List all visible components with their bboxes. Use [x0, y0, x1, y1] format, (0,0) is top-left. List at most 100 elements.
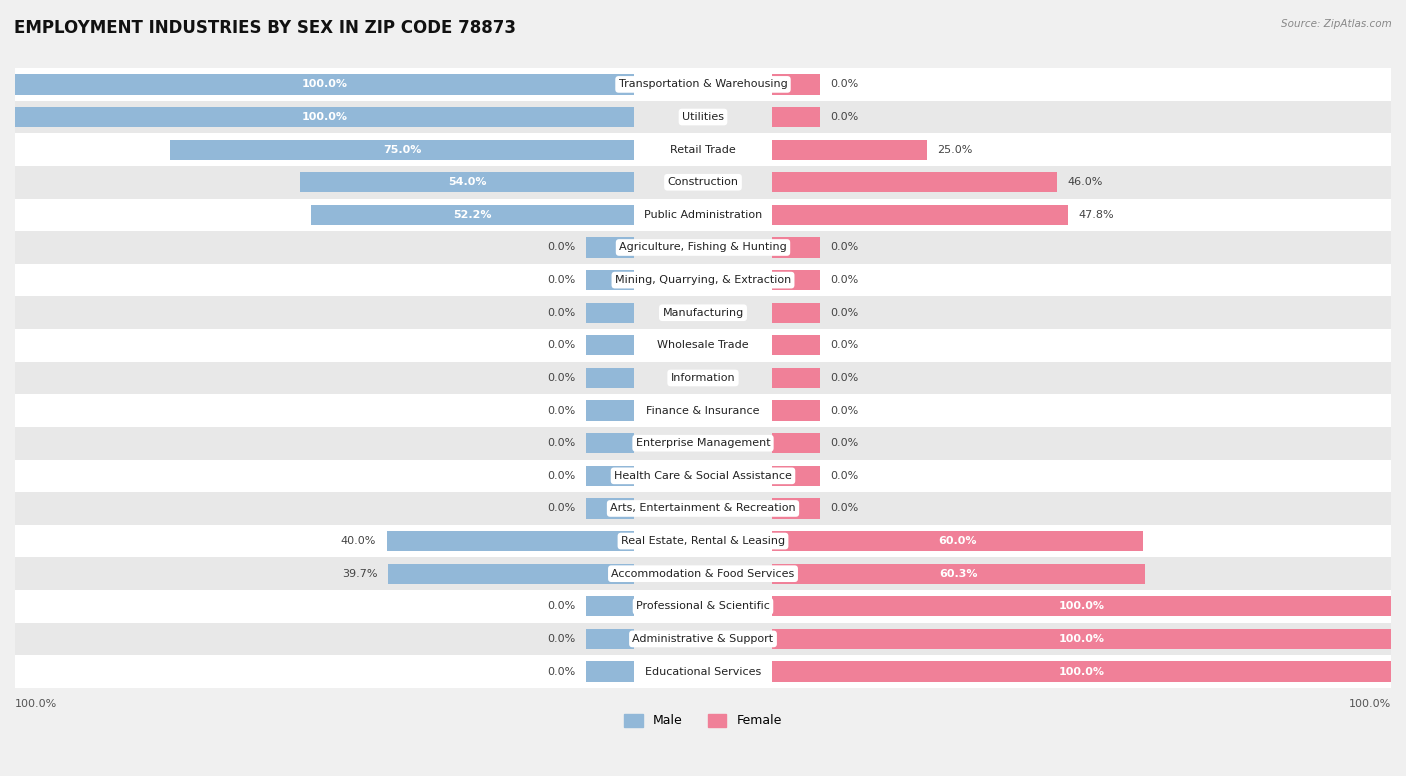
Text: Agriculture, Fishing & Hunting: Agriculture, Fishing & Hunting [619, 242, 787, 252]
Text: 100.0%: 100.0% [1348, 699, 1391, 709]
Text: Utilities: Utilities [682, 112, 724, 122]
Text: 0.0%: 0.0% [831, 341, 859, 350]
Bar [772, 400, 820, 421]
Text: Educational Services: Educational Services [645, 667, 761, 677]
Text: 0.0%: 0.0% [547, 438, 575, 449]
Text: EMPLOYMENT INDUSTRIES BY SEX IN ZIP CODE 78873: EMPLOYMENT INDUSTRIES BY SEX IN ZIP CODE… [14, 19, 516, 37]
Bar [15, 264, 1391, 296]
Bar [586, 237, 634, 258]
Text: Construction: Construction [668, 177, 738, 187]
Text: Accommodation & Food Services: Accommodation & Food Services [612, 569, 794, 579]
Bar [586, 498, 634, 518]
Bar [15, 133, 1391, 166]
Text: 0.0%: 0.0% [547, 634, 575, 644]
Bar [772, 596, 1391, 616]
Legend: Male, Female: Male, Female [619, 708, 787, 733]
Text: 54.0%: 54.0% [447, 177, 486, 187]
Text: 0.0%: 0.0% [547, 373, 575, 383]
Bar [586, 596, 634, 616]
Bar [15, 296, 1391, 329]
Bar [15, 427, 1391, 459]
Text: 0.0%: 0.0% [831, 471, 859, 481]
Bar [772, 172, 1057, 192]
Bar [772, 563, 1144, 584]
Text: Source: ZipAtlas.com: Source: ZipAtlas.com [1281, 19, 1392, 29]
Bar [299, 172, 634, 192]
Text: Manufacturing: Manufacturing [662, 308, 744, 317]
Bar [772, 335, 820, 355]
Text: 100.0%: 100.0% [1059, 601, 1104, 611]
Text: 0.0%: 0.0% [547, 471, 575, 481]
Bar [772, 140, 927, 160]
Bar [772, 368, 820, 388]
Text: Health Care & Social Assistance: Health Care & Social Assistance [614, 471, 792, 481]
Text: Retail Trade: Retail Trade [671, 144, 735, 154]
Bar [15, 394, 1391, 427]
Bar [586, 400, 634, 421]
Text: 52.2%: 52.2% [453, 210, 492, 220]
Text: 39.7%: 39.7% [343, 569, 378, 579]
Text: 0.0%: 0.0% [831, 504, 859, 514]
Text: Public Administration: Public Administration [644, 210, 762, 220]
Text: 0.0%: 0.0% [547, 242, 575, 252]
Text: 0.0%: 0.0% [547, 504, 575, 514]
Text: 0.0%: 0.0% [547, 667, 575, 677]
Bar [15, 655, 1391, 688]
Text: 0.0%: 0.0% [831, 406, 859, 416]
Bar [772, 629, 1391, 649]
Bar [772, 531, 1143, 551]
Bar [586, 433, 634, 453]
Bar [311, 205, 634, 225]
Text: Administrative & Support: Administrative & Support [633, 634, 773, 644]
Bar [586, 270, 634, 290]
Text: 100.0%: 100.0% [1059, 667, 1104, 677]
Text: 60.0%: 60.0% [938, 536, 977, 546]
Bar [170, 140, 634, 160]
Text: 0.0%: 0.0% [547, 601, 575, 611]
Text: Professional & Scientific: Professional & Scientific [636, 601, 770, 611]
Bar [586, 629, 634, 649]
Bar [772, 661, 1391, 681]
Bar [586, 466, 634, 486]
Text: 0.0%: 0.0% [547, 341, 575, 350]
Bar [15, 590, 1391, 622]
Bar [15, 107, 634, 127]
Bar [15, 231, 1391, 264]
Bar [15, 74, 634, 95]
Text: 46.0%: 46.0% [1067, 177, 1102, 187]
Text: 0.0%: 0.0% [831, 373, 859, 383]
Bar [586, 661, 634, 681]
Bar [772, 205, 1067, 225]
Bar [15, 101, 1391, 133]
Bar [388, 563, 634, 584]
Text: 0.0%: 0.0% [547, 406, 575, 416]
Text: Information: Information [671, 373, 735, 383]
Text: Transportation & Warehousing: Transportation & Warehousing [619, 79, 787, 89]
Bar [15, 199, 1391, 231]
Text: 0.0%: 0.0% [831, 275, 859, 285]
Bar [772, 270, 820, 290]
Text: Wholesale Trade: Wholesale Trade [657, 341, 749, 350]
Text: Enterprise Management: Enterprise Management [636, 438, 770, 449]
Text: 0.0%: 0.0% [547, 275, 575, 285]
Bar [15, 459, 1391, 492]
Bar [15, 622, 1391, 655]
Text: 0.0%: 0.0% [831, 308, 859, 317]
Text: 100.0%: 100.0% [15, 699, 58, 709]
Text: 0.0%: 0.0% [831, 79, 859, 89]
Bar [15, 525, 1391, 557]
Bar [15, 329, 1391, 362]
Bar [15, 68, 1391, 101]
Text: 0.0%: 0.0% [831, 438, 859, 449]
Bar [15, 362, 1391, 394]
Text: 100.0%: 100.0% [302, 112, 347, 122]
Text: Mining, Quarrying, & Extraction: Mining, Quarrying, & Extraction [614, 275, 792, 285]
Text: Finance & Insurance: Finance & Insurance [647, 406, 759, 416]
Text: 0.0%: 0.0% [831, 112, 859, 122]
Bar [15, 492, 1391, 525]
Bar [772, 466, 820, 486]
Text: 60.3%: 60.3% [939, 569, 977, 579]
Bar [586, 303, 634, 323]
Bar [772, 498, 820, 518]
Text: 100.0%: 100.0% [302, 79, 347, 89]
